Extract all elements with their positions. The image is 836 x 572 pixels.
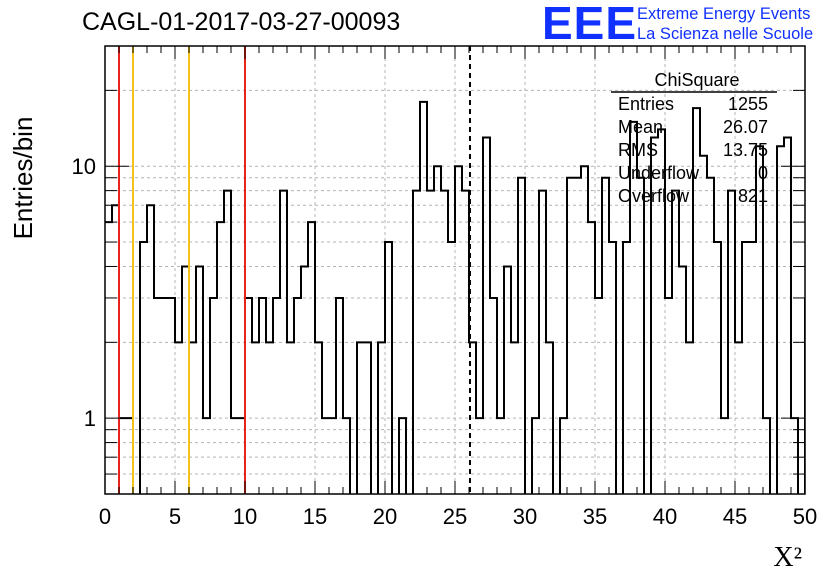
stats-value: 1255 [728, 94, 768, 114]
logo-mark: EEE [542, 0, 638, 49]
x-axis-label: X² [773, 542, 802, 572]
histogram-series [105, 100, 805, 494]
chart-title: CAGL-01-2017-03-27-00093 [82, 8, 401, 36]
x-tick-label: 0 [99, 504, 111, 529]
x-tick-label: 15 [303, 504, 327, 529]
eee-logo: EEE Extreme Energy Events La Scienza nel… [540, 0, 836, 49]
stats-title: ChiSquare [654, 70, 739, 90]
reference-lines [118, 46, 471, 494]
x-tick-label: 40 [653, 504, 677, 529]
stats-value: 821 [738, 186, 768, 206]
x-tick-label: 5 [169, 504, 181, 529]
y-tick-label: 1 [84, 406, 96, 431]
stats-label: RMS [618, 140, 658, 160]
stats-label: Entries [618, 94, 674, 114]
stats-box: ChiSquare Entries 1255 Mean 26.07 RMS 13.75 Und… [611, 70, 777, 206]
logo-line-2: La Scienza nelle Scuole [637, 25, 814, 43]
x-tick-label: 20 [373, 504, 397, 529]
stats-value: 13.75 [723, 140, 768, 160]
x-tick-label: 50 [793, 504, 817, 529]
x-tick-label: 45 [723, 504, 747, 529]
x-tick-label: 35 [583, 504, 607, 529]
histogram-line [105, 100, 805, 494]
stats-value: 26.07 [723, 117, 768, 137]
x-tick-label: 25 [443, 504, 467, 529]
stats-label: Underflow [618, 163, 700, 183]
y-axis-label: Entries/bin [8, 117, 38, 240]
axes: 0 5 10 15 20 25 30 35 40 45 50 1 10 X² Entries/bin [8, 45, 817, 572]
x-tick-label: 30 [513, 504, 537, 529]
y-tick-label: 10 [72, 154, 96, 179]
stats-label: Overflow [618, 186, 690, 206]
logo-line-1: Extreme Energy Events [637, 5, 811, 23]
x-tick-label: 10 [233, 504, 257, 529]
stats-value: 0 [758, 163, 768, 183]
stats-label: Mean [618, 117, 663, 137]
